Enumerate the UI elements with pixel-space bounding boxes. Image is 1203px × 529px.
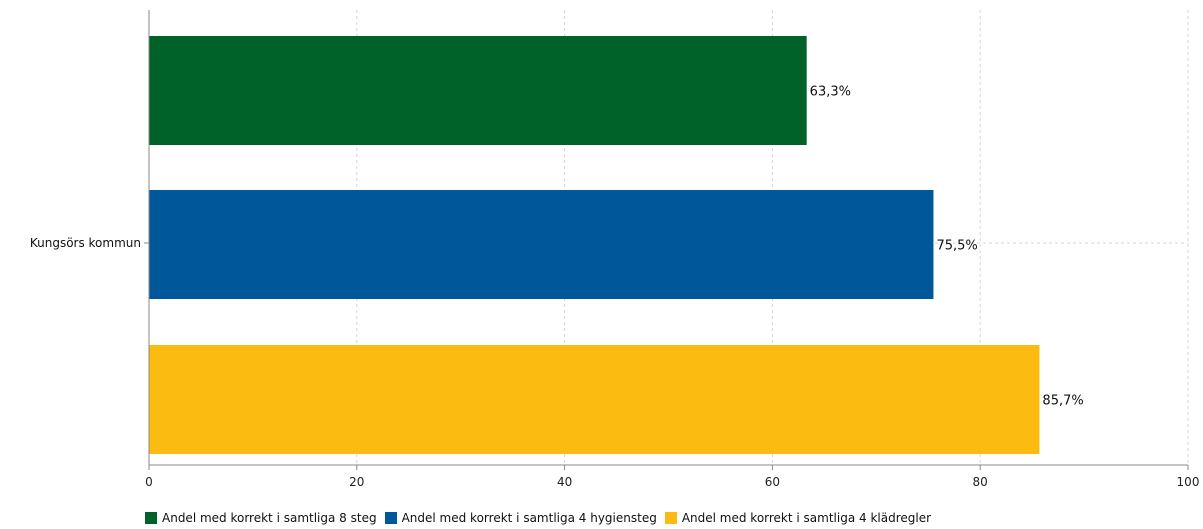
legend-swatch xyxy=(384,512,397,524)
bar-2 xyxy=(149,190,934,299)
data-labels: 63,3% 75,5% 85,7% xyxy=(810,85,1084,409)
x-tick-label: 80 xyxy=(973,475,988,489)
bar-3 xyxy=(149,345,1040,454)
x-tick-labels: 0 20 40 60 80 100 xyxy=(145,465,1199,489)
legend-label: Andel med korrekt i samtliga 4 klädregle… xyxy=(681,511,932,525)
legend-swatch xyxy=(145,512,157,524)
axes xyxy=(148,10,1188,466)
legend-label: Andel med korrekt i samtliga 8 steg xyxy=(162,511,377,525)
legend-item[interactable]: Andel med korrekt i samtliga 8 steg xyxy=(145,511,377,525)
bar-value-label: 75,5% xyxy=(936,239,977,254)
bars xyxy=(149,36,1040,454)
legend: Andel med korrekt i samtliga 8 steg Andel… xyxy=(145,508,939,528)
x-tick-label: 100 xyxy=(1177,475,1200,489)
x-tick-label: 20 xyxy=(349,475,364,489)
x-tick-label: 40 xyxy=(557,475,572,489)
x-tick-label: 0 xyxy=(145,475,153,489)
category-label: Kungsörs kommun xyxy=(30,236,141,250)
category-labels: Kungsörs kommun xyxy=(30,236,149,250)
bar-value-label: 85,7% xyxy=(1042,394,1083,409)
legend-label: Andel med korrekt i samtliga 4 hygienste… xyxy=(401,511,657,525)
legend-item[interactable]: Andel med korrekt i samtliga 4 hygienste… xyxy=(384,511,657,525)
x-tick-label: 60 xyxy=(765,475,780,489)
bar-1 xyxy=(149,36,807,145)
legend-swatch xyxy=(664,512,677,524)
bar-value-label: 63,3% xyxy=(810,85,851,100)
legend-item[interactable]: Andel med korrekt i samtliga 4 klädregle… xyxy=(664,511,932,525)
